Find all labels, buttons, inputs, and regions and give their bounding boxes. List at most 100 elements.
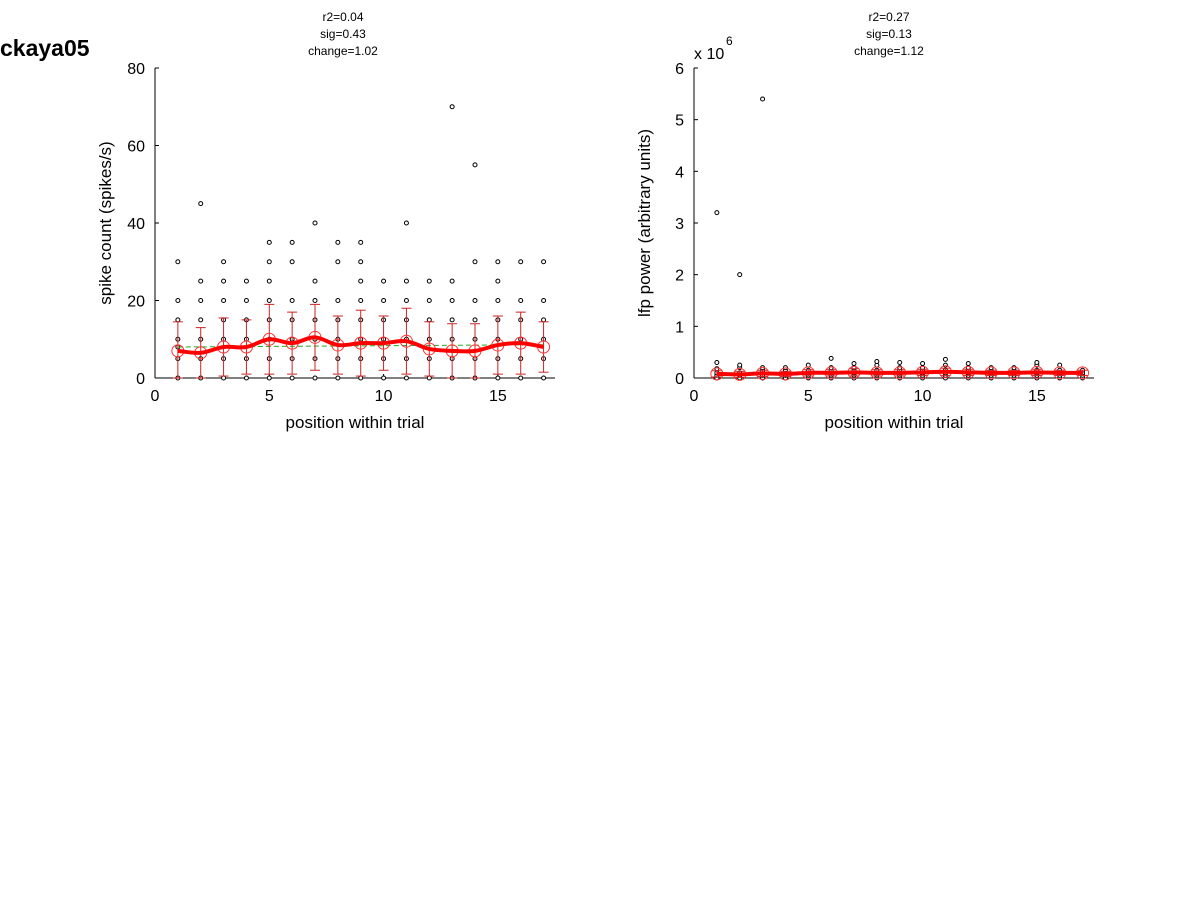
data-point bbox=[541, 259, 547, 265]
data-point bbox=[426, 375, 432, 381]
data-point bbox=[760, 96, 766, 102]
data-point bbox=[358, 239, 364, 245]
data-point bbox=[518, 375, 524, 381]
x-tick-label: 10 bbox=[914, 388, 932, 405]
data-point bbox=[472, 162, 478, 168]
x-tick-label: 10 bbox=[375, 388, 393, 405]
y-tick-label: 4 bbox=[675, 164, 684, 181]
data-point bbox=[449, 278, 455, 284]
x-axis-label: position within trial bbox=[286, 413, 425, 432]
data-point bbox=[874, 358, 880, 364]
annotation-2: sig=0.43 bbox=[320, 27, 366, 41]
data-point bbox=[495, 259, 501, 265]
data-point bbox=[312, 375, 318, 381]
y-tick-label: 80 bbox=[127, 61, 145, 78]
data-point bbox=[942, 356, 948, 362]
data-point bbox=[381, 298, 387, 303]
annotation-3: change=1.02 bbox=[308, 44, 378, 58]
data-point bbox=[449, 317, 455, 323]
data-point bbox=[897, 360, 903, 365]
data-point bbox=[828, 355, 834, 361]
data-point bbox=[175, 317, 181, 323]
data-point bbox=[426, 298, 432, 303]
data-point bbox=[175, 259, 181, 265]
data-point bbox=[426, 278, 432, 284]
data-point bbox=[1034, 360, 1040, 365]
data-point bbox=[312, 278, 318, 284]
data-point bbox=[335, 298, 341, 303]
y-tick-label: 60 bbox=[127, 139, 145, 156]
data-point bbox=[289, 298, 295, 303]
data-point bbox=[358, 259, 364, 265]
data-point bbox=[381, 278, 387, 284]
data-point bbox=[358, 298, 364, 303]
data-point bbox=[518, 298, 524, 303]
data-point bbox=[403, 375, 409, 381]
data-point bbox=[1011, 365, 1017, 371]
y-axis-label: spike count (spikes/s) bbox=[96, 141, 115, 304]
data-point bbox=[221, 259, 227, 265]
x-tick-label: 15 bbox=[489, 388, 507, 405]
data-point bbox=[221, 375, 227, 381]
data-point bbox=[541, 298, 547, 303]
data-point bbox=[495, 278, 501, 284]
data-point bbox=[851, 361, 857, 367]
y-exponent-base: x 10 bbox=[694, 46, 724, 63]
data-point bbox=[495, 375, 501, 381]
data-point bbox=[289, 239, 295, 245]
y-tick-label: 2 bbox=[675, 268, 684, 285]
annotation-3: change=1.12 bbox=[854, 44, 924, 58]
data-point bbox=[942, 362, 948, 368]
y-tick-label: 6 bbox=[675, 61, 684, 78]
data-point bbox=[266, 278, 272, 284]
data-point bbox=[335, 375, 341, 381]
data-point bbox=[426, 317, 432, 323]
data-point bbox=[737, 362, 743, 368]
data-point bbox=[897, 365, 903, 371]
data-point bbox=[198, 201, 204, 207]
annotation-1: r2=0.04 bbox=[322, 10, 363, 24]
data-point bbox=[381, 375, 387, 381]
data-point bbox=[266, 259, 272, 265]
x-tick-label: 15 bbox=[1028, 388, 1046, 405]
data-point bbox=[828, 365, 834, 371]
x-tick-label: 0 bbox=[151, 388, 160, 405]
y-tick-label: 40 bbox=[127, 216, 145, 233]
data-point bbox=[403, 278, 409, 284]
data-point bbox=[403, 298, 409, 303]
data-point bbox=[266, 239, 272, 245]
mean-line bbox=[716, 369, 1083, 377]
data-point bbox=[266, 298, 272, 303]
y-tick-label: 0 bbox=[136, 371, 145, 388]
y-tick-label: 3 bbox=[675, 216, 684, 233]
panel-spike-count: r2=0.04 sig=0.43 change=1.02 0 5 10 15 0 20 40 60 8… bbox=[96, 10, 555, 432]
y-exponent-label: x 10 bbox=[694, 46, 724, 63]
data-point bbox=[175, 298, 181, 303]
mean-line bbox=[177, 335, 544, 355]
data-point bbox=[243, 375, 249, 381]
x-tick-label: 5 bbox=[804, 388, 813, 405]
data-point bbox=[289, 375, 295, 381]
x-axis-label: position within trial bbox=[825, 413, 964, 432]
y-tick-label: 0 bbox=[675, 371, 684, 388]
data-point bbox=[988, 365, 994, 371]
data-point bbox=[221, 278, 227, 284]
data-point bbox=[472, 298, 478, 303]
data-point bbox=[472, 259, 478, 265]
data-point bbox=[714, 360, 720, 365]
data-point bbox=[920, 361, 926, 367]
y-tick-label: 20 bbox=[127, 294, 145, 311]
y-exponent-power: 6 bbox=[726, 34, 733, 48]
data-point bbox=[358, 375, 364, 381]
data-point bbox=[541, 317, 547, 323]
x-tick-label: 0 bbox=[690, 388, 699, 405]
data-point bbox=[714, 210, 720, 216]
data-point bbox=[737, 272, 743, 278]
data-point bbox=[449, 104, 455, 110]
data-point bbox=[312, 220, 318, 226]
x-tick-label: 5 bbox=[265, 388, 274, 405]
data-point bbox=[358, 278, 364, 284]
data-point bbox=[541, 375, 547, 381]
data-point bbox=[403, 220, 409, 226]
